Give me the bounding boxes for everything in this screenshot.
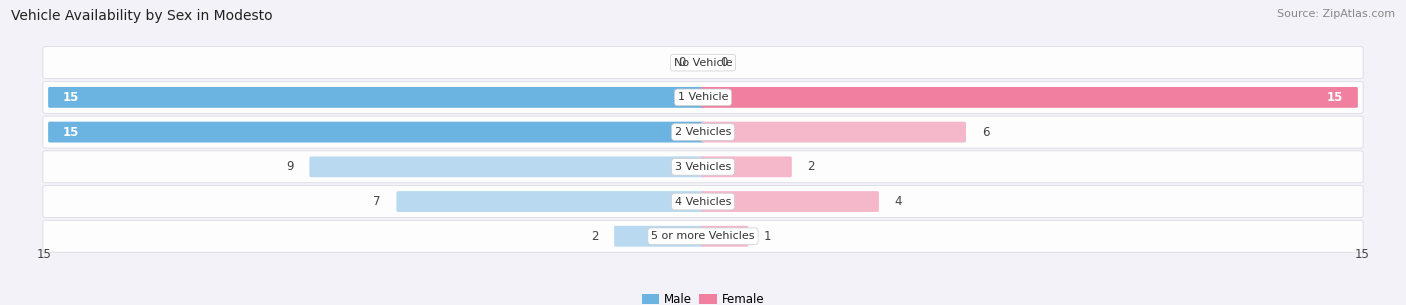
FancyBboxPatch shape (309, 156, 704, 177)
Text: 1: 1 (763, 230, 772, 243)
FancyBboxPatch shape (702, 226, 748, 247)
FancyBboxPatch shape (44, 151, 1362, 183)
FancyBboxPatch shape (44, 185, 1362, 217)
Text: 4 Vehicles: 4 Vehicles (675, 196, 731, 206)
Text: Vehicle Availability by Sex in Modesto: Vehicle Availability by Sex in Modesto (11, 9, 273, 23)
Text: 5 or more Vehicles: 5 or more Vehicles (651, 231, 755, 241)
Text: 0: 0 (678, 56, 686, 69)
Text: Source: ZipAtlas.com: Source: ZipAtlas.com (1277, 9, 1395, 19)
FancyBboxPatch shape (44, 81, 1362, 113)
Text: 15: 15 (37, 248, 52, 261)
FancyBboxPatch shape (396, 191, 704, 212)
Text: 2 Vehicles: 2 Vehicles (675, 127, 731, 137)
Text: 9: 9 (287, 160, 294, 173)
FancyBboxPatch shape (702, 122, 966, 142)
FancyBboxPatch shape (48, 87, 704, 108)
Text: 15: 15 (1354, 248, 1369, 261)
Text: 15: 15 (63, 126, 79, 138)
Text: 3 Vehicles: 3 Vehicles (675, 162, 731, 172)
Text: 15: 15 (1327, 91, 1343, 104)
FancyBboxPatch shape (702, 191, 879, 212)
Text: 1 Vehicle: 1 Vehicle (678, 92, 728, 102)
FancyBboxPatch shape (48, 122, 704, 142)
FancyBboxPatch shape (44, 116, 1362, 148)
Text: 6: 6 (981, 126, 990, 138)
Text: 2: 2 (591, 230, 599, 243)
FancyBboxPatch shape (614, 226, 704, 247)
Text: 4: 4 (894, 195, 903, 208)
Text: 0: 0 (720, 56, 728, 69)
Text: 15: 15 (63, 91, 79, 104)
FancyBboxPatch shape (702, 87, 1358, 108)
Text: 2: 2 (807, 160, 815, 173)
FancyBboxPatch shape (702, 156, 792, 177)
Text: No Vehicle: No Vehicle (673, 58, 733, 68)
FancyBboxPatch shape (44, 220, 1362, 252)
FancyBboxPatch shape (44, 47, 1362, 79)
Legend: Male, Female: Male, Female (641, 293, 765, 305)
Text: 7: 7 (374, 195, 381, 208)
